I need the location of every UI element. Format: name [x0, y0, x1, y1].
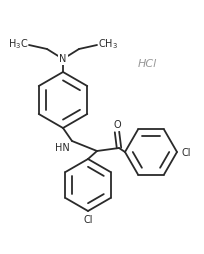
- Text: O: O: [113, 120, 121, 130]
- Text: Cl: Cl: [181, 148, 191, 158]
- Text: CH$_3$: CH$_3$: [98, 37, 118, 51]
- Text: HCl: HCl: [138, 59, 157, 69]
- Text: HN: HN: [55, 143, 70, 153]
- Text: N: N: [59, 54, 67, 64]
- Text: Cl: Cl: [83, 215, 93, 225]
- Text: H$_3$C: H$_3$C: [8, 37, 28, 51]
